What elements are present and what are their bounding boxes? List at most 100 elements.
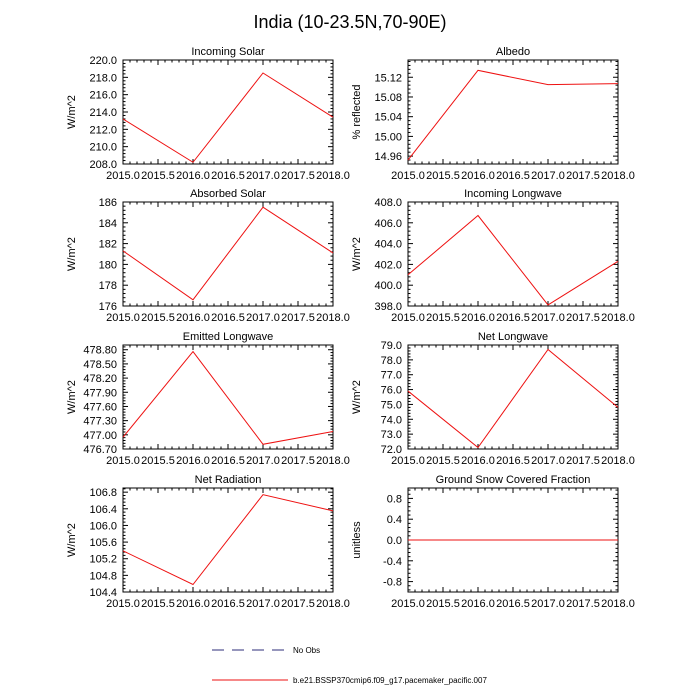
absorbed-solar-y-tick-label: 186 bbox=[99, 197, 117, 209]
incoming-longwave-plot-frame bbox=[407, 201, 619, 307]
absorbed-solar-y-tick-label: 178 bbox=[99, 280, 117, 292]
net-longwave-title: Net Longwave bbox=[478, 331, 548, 343]
albedo-y-tick-label: 15.04 bbox=[374, 112, 402, 124]
net-radiation-y-tick-label: 106.0 bbox=[89, 520, 117, 532]
ground-snow-covered-fraction-x-tick-label: 2016.0 bbox=[461, 598, 495, 610]
emitted-longwave-y-tick-label: 478.80 bbox=[83, 345, 117, 357]
figure-title: India (10-23.5N,70-90E) bbox=[253, 12, 446, 32]
incoming-longwave-y-tick-label: 400.0 bbox=[374, 280, 402, 292]
incoming-solar-x-tick-label: 2018.0 bbox=[316, 170, 350, 182]
net-longwave-y-tick-label: 74.0 bbox=[381, 414, 402, 426]
legend-label-no-obs: No Obs bbox=[293, 646, 320, 655]
incoming-solar-series-line bbox=[122, 72, 334, 163]
incoming-solar-x-tick-label: 2017.0 bbox=[246, 170, 280, 182]
net-radiation-y-axis-label: W/m^2 bbox=[66, 523, 78, 557]
incoming-solar-x-tick-label: 2016.0 bbox=[176, 170, 210, 182]
ground-snow-covered-fraction-y-tick-label: -0.4 bbox=[383, 556, 402, 568]
absorbed-solar-y-tick-label: 176 bbox=[99, 301, 117, 313]
net-longwave-y-ticks: 72.0 73.0 74.0 75.0 76.0 77.0 78.0 79.0 bbox=[381, 340, 618, 456]
emitted-longwave-y-tick-label: 478.50 bbox=[83, 359, 117, 371]
emitted-longwave-y-tick-label: 478.20 bbox=[83, 373, 117, 385]
emitted-longwave-x-ticks: 2015.0 2015.5 2016.0 2016.5 2017.0 2017.5 2018… bbox=[106, 345, 350, 467]
net-longwave-y-tick-label: 76.0 bbox=[381, 385, 402, 397]
net-radiation-y-ticks: 104.4 104.8 105.2 105.6 106.0 106.4 106.8 bbox=[89, 487, 333, 599]
emitted-longwave-y-tick-label: 477.60 bbox=[83, 401, 117, 413]
incoming-solar-y-axis-label: W/m^2 bbox=[66, 95, 78, 129]
albedo-x-tick-label: 2017.0 bbox=[531, 170, 565, 182]
incoming-solar-x-tick-label: 2017.5 bbox=[281, 170, 315, 182]
net-radiation-title: Net Radiation bbox=[195, 474, 262, 486]
net-longwave-x-tick-label: 2017.0 bbox=[531, 455, 565, 467]
albedo-x-tick-label: 2017.5 bbox=[566, 170, 600, 182]
incoming-solar-y-tick-label: 216.0 bbox=[89, 90, 117, 102]
albedo-y-tick-label: 14.96 bbox=[374, 151, 402, 163]
absorbed-solar-x-tick-label: 2015.5 bbox=[141, 312, 175, 324]
net-radiation-x-tick-label: 2017.0 bbox=[246, 598, 280, 610]
absorbed-solar-x-tick-label: 2016.0 bbox=[176, 312, 210, 324]
incoming-longwave-x-tick-label: 2018.0 bbox=[601, 312, 635, 324]
incoming-longwave-x-tick-label: 2017.5 bbox=[566, 312, 600, 324]
albedo-y-tick-label: 15.08 bbox=[374, 92, 402, 104]
net-longwave-x-tick-label: 2015.5 bbox=[426, 455, 460, 467]
albedo-y-ticks: 14.96 15.00 15.04 15.08 15.12 bbox=[374, 60, 618, 165]
net-radiation-x-tick-label: 2017.5 bbox=[281, 598, 315, 610]
legend: No Obs b.e21.BSSP370cmip6.f09_g17.pacema… bbox=[212, 646, 487, 685]
incoming-solar-x-tick-label: 2015.0 bbox=[106, 170, 140, 182]
emitted-longwave-x-tick-label: 2017.5 bbox=[281, 455, 315, 467]
net-longwave-series-line bbox=[407, 348, 619, 449]
incoming-longwave-y-axis-label: W/m^2 bbox=[351, 237, 363, 271]
absorbed-solar-x-tick-label: 2018.0 bbox=[316, 312, 350, 324]
net-longwave-x-tick-label: 2016.5 bbox=[496, 455, 530, 467]
absorbed-solar-x-tick-label: 2016.5 bbox=[211, 312, 245, 324]
emitted-longwave-x-tick-label: 2016.5 bbox=[211, 455, 245, 467]
incoming-longwave-title: Incoming Longwave bbox=[464, 188, 562, 200]
net-radiation-y-tick-label: 104.8 bbox=[89, 570, 117, 582]
absorbed-solar-y-tick-label: 180 bbox=[99, 259, 117, 271]
net-longwave-y-tick-label: 79.0 bbox=[381, 340, 402, 352]
net-longwave-x-tick-label: 2015.0 bbox=[391, 455, 425, 467]
emitted-longwave-x-tick-label: 2017.0 bbox=[246, 455, 280, 467]
absorbed-solar-y-tick-label: 184 bbox=[99, 218, 117, 230]
incoming-longwave-y-tick-label: 398.0 bbox=[374, 301, 402, 313]
ground-snow-covered-fraction-y-ticks: -0.8 -0.4 0.0 0.4 0.8 bbox=[383, 489, 618, 591]
absorbed-solar-y-ticks: 176 178 180 182 184 186 bbox=[99, 197, 333, 313]
net-radiation-y-tick-label: 105.2 bbox=[89, 554, 117, 566]
net-radiation-x-tick-label: 2016.0 bbox=[176, 598, 210, 610]
panel-emitted-longwave: Emitted Longwave 2015.0 2015.5 2016.0 2016.5… bbox=[66, 331, 350, 467]
emitted-longwave-plot-frame bbox=[122, 344, 334, 450]
emitted-longwave-y-tick-label: 477.30 bbox=[83, 416, 117, 428]
net-radiation-x-tick-label: 2015.0 bbox=[106, 598, 140, 610]
ground-snow-covered-fraction-x-tick-label: 2016.5 bbox=[496, 598, 530, 610]
incoming-longwave-x-tick-label: 2016.5 bbox=[496, 312, 530, 324]
emitted-longwave-series-line bbox=[122, 350, 334, 445]
net-longwave-y-tick-label: 78.0 bbox=[381, 355, 402, 367]
ground-snow-covered-fraction-x-tick-label: 2018.0 bbox=[601, 598, 635, 610]
net-longwave-y-tick-label: 77.0 bbox=[381, 370, 402, 382]
emitted-longwave-title: Emitted Longwave bbox=[183, 331, 274, 343]
net-radiation-x-tick-label: 2018.0 bbox=[316, 598, 350, 610]
absorbed-solar-series-line bbox=[122, 206, 334, 301]
net-longwave-x-ticks: 2015.0 2015.5 2016.0 2016.5 2017.0 2017.5 2018… bbox=[391, 345, 635, 467]
incoming-solar-y-tick-label: 214.0 bbox=[89, 107, 117, 119]
incoming-solar-plot-frame bbox=[122, 59, 334, 165]
panel-albedo: Albedo 2015.0 2015.5 2016.0 2016.5 2017.0 2017… bbox=[351, 46, 635, 182]
ground-snow-covered-fraction-x-ticks: 2015.0 2015.5 2016.0 2016.5 2017.0 2017.5 2018… bbox=[391, 488, 635, 610]
ground-snow-covered-fraction-y-axis-label: unitless bbox=[351, 521, 363, 559]
absorbed-solar-x-tick-label: 2015.0 bbox=[106, 312, 140, 324]
emitted-longwave-y-tick-label: 477.90 bbox=[83, 387, 117, 399]
ground-snow-covered-fraction-title: Ground Snow Covered Fraction bbox=[436, 474, 591, 486]
panel-ground-snow-covered-fraction: Ground Snow Covered Fraction 2015.0 2015.5… bbox=[351, 474, 635, 610]
incoming-longwave-x-ticks: 2015.0 2015.5 2016.0 2016.5 2017.0 2017.5 2018… bbox=[391, 202, 635, 324]
incoming-longwave-y-tick-label: 408.0 bbox=[374, 197, 402, 209]
incoming-solar-y-tick-label: 208.0 bbox=[89, 159, 117, 171]
net-radiation-series-line bbox=[122, 494, 334, 586]
absorbed-solar-y-axis-label: W/m^2 bbox=[66, 237, 78, 271]
net-radiation-y-tick-label: 106.8 bbox=[89, 487, 117, 499]
emitted-longwave-y-ticks: 476.70 477.00 477.30 477.60 477.90 478.20 478.… bbox=[83, 345, 333, 456]
net-longwave-y-tick-label: 73.0 bbox=[381, 429, 402, 441]
ground-snow-covered-fraction-y-tick-label: 0.4 bbox=[387, 514, 402, 526]
incoming-longwave-y-ticks: 398.0 400.0 402.0 404.0 406.0 408.0 bbox=[374, 197, 618, 313]
net-longwave-x-tick-label: 2017.5 bbox=[566, 455, 600, 467]
albedo-x-ticks: 2015.0 2015.5 2016.0 2016.5 2017.0 2017.5 2018… bbox=[391, 60, 635, 182]
